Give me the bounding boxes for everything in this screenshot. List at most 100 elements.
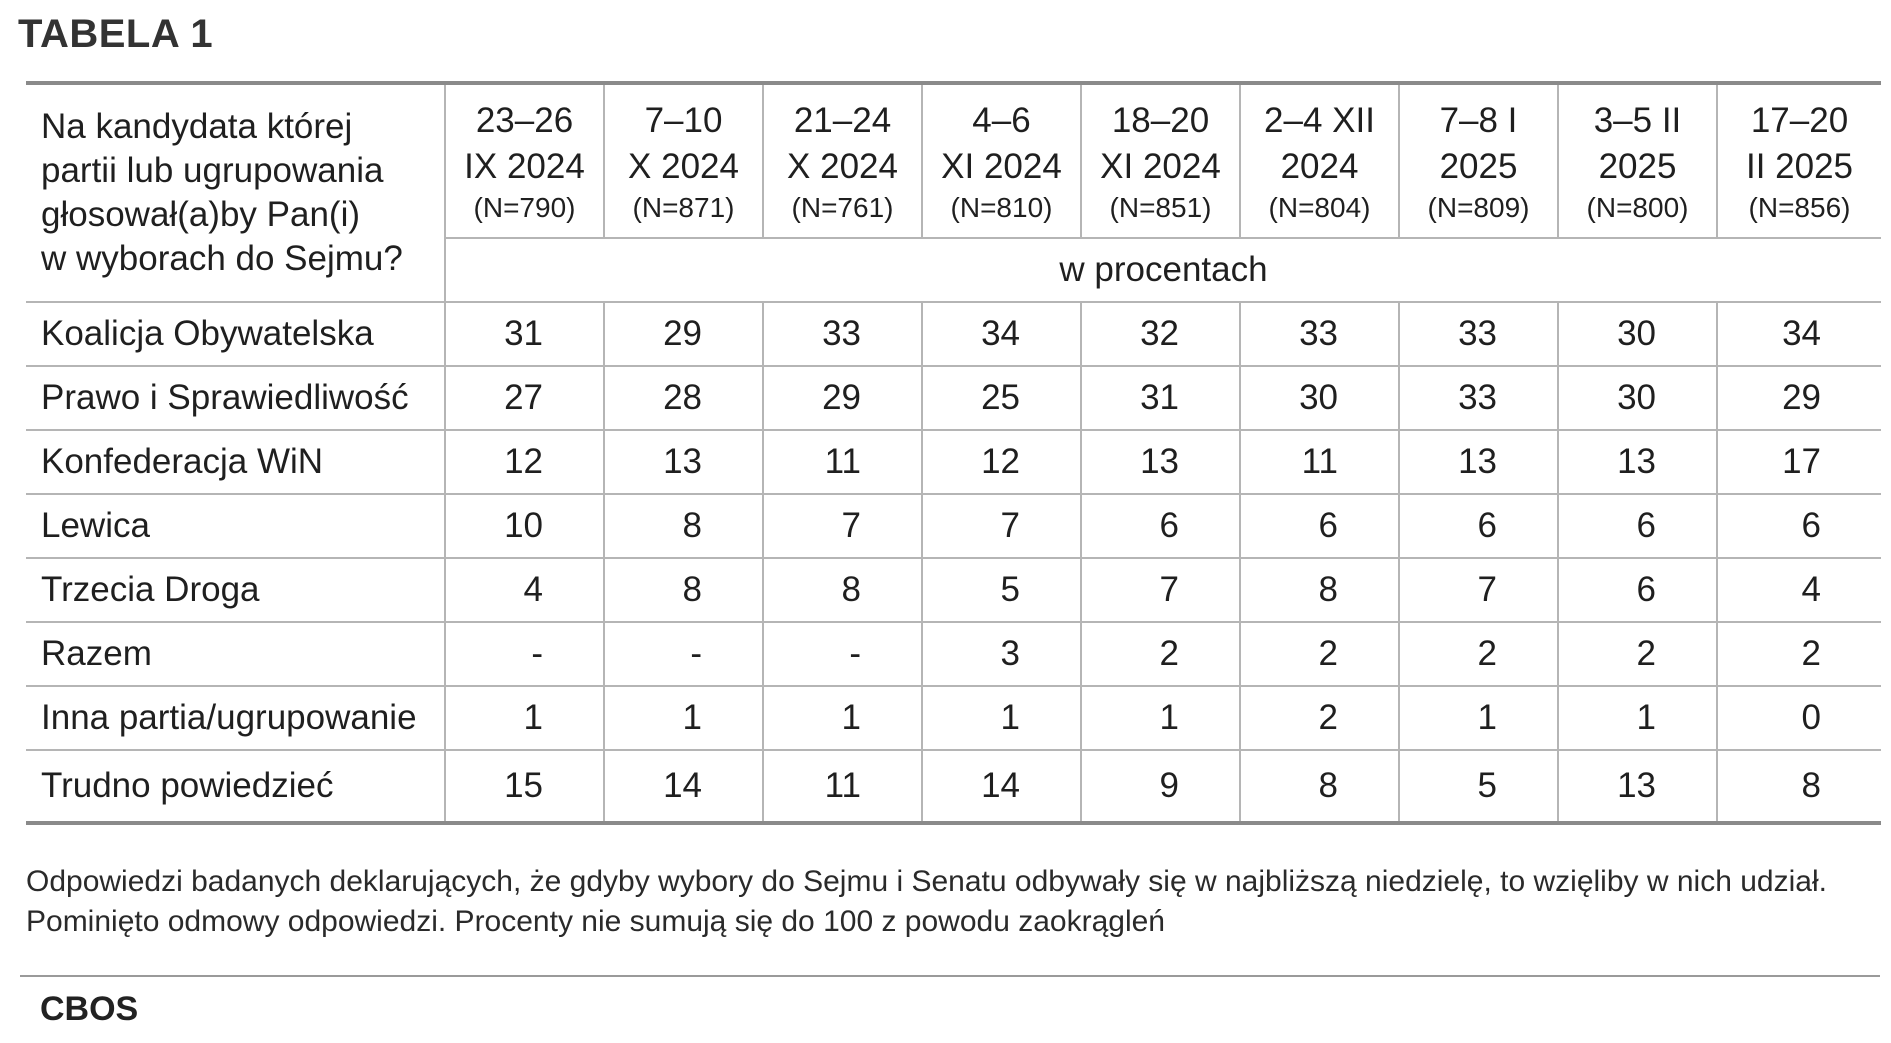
- percent-cell: 29: [762, 365, 923, 431]
- survey-date: 17–20: [1750, 100, 1849, 140]
- percent-cell: 1: [1557, 685, 1718, 751]
- party-name: Koalicja Obywatelska: [26, 301, 446, 367]
- percent-cell: -: [603, 621, 764, 687]
- party-name: Prawo i Sprawiedliwość: [26, 365, 446, 431]
- party-name: Konfederacja WiN: [26, 429, 446, 495]
- percent-cell: 1: [1080, 685, 1241, 751]
- sample-size: (N=810): [950, 191, 1053, 223]
- percent-cell: 1: [444, 685, 605, 751]
- question-line: partii lub ugrupowania: [41, 151, 384, 190]
- percent-cell: 17: [1716, 429, 1881, 495]
- percent-cell: 31: [444, 301, 605, 367]
- table-row: Trzecia Droga 4 8 8 5 7 8 7 6 4: [26, 557, 1881, 623]
- percent-cell: 13: [1557, 429, 1718, 495]
- table-row: Inna partia/ugrupowanie 1 1 1 1 1 2 1 1 0: [26, 685, 1881, 751]
- sample-size: (N=871): [632, 191, 735, 223]
- percent-cell: 2: [1398, 621, 1559, 687]
- percent-cell: 2: [1239, 621, 1400, 687]
- survey-date: 2025: [1598, 146, 1677, 186]
- column-header: 21–24 X 2024 (N=761): [762, 81, 923, 239]
- percent-cell: 2: [1716, 621, 1881, 687]
- percent-cell: 7: [1398, 557, 1559, 623]
- percent-cell: 13: [1557, 749, 1718, 825]
- percent-cell: 25: [921, 365, 1082, 431]
- table-row: Trudno powiedzieć 15 14 11 14 9 8 5 13 8: [26, 749, 1881, 825]
- survey-date: IX 2024: [464, 146, 585, 186]
- unit-label: w procentach: [445, 237, 1881, 303]
- percent-cell: 5: [921, 557, 1082, 623]
- sample-size: (N=761): [791, 191, 894, 223]
- percent-cell: 30: [1557, 365, 1718, 431]
- percent-cell: 2: [1080, 621, 1241, 687]
- survey-date: X 2024: [787, 146, 898, 186]
- column-header: 7–10 X 2024 (N=871): [603, 81, 764, 239]
- column-header: 7–8 I 2025 (N=809): [1398, 81, 1559, 239]
- survey-date: 4–6: [972, 100, 1031, 140]
- sample-size: (N=800): [1586, 191, 1689, 223]
- percent-cell: 5: [1398, 749, 1559, 825]
- percent-cell: -: [762, 621, 923, 687]
- question-header: Na kandydata której partii lub ugrupowan…: [26, 81, 446, 303]
- percent-cell: 15: [444, 749, 605, 825]
- percent-cell: 1: [762, 685, 923, 751]
- percent-cell: 32: [1080, 301, 1241, 367]
- percent-cell: 30: [1557, 301, 1718, 367]
- percent-cell: 8: [1239, 557, 1400, 623]
- party-name: Trzecia Droga: [26, 557, 446, 623]
- percent-cell: 34: [921, 301, 1082, 367]
- percent-cell: 8: [603, 557, 764, 623]
- source-label: CBOS: [40, 990, 139, 1028]
- survey-date: 23–26: [475, 100, 574, 140]
- percent-cell: 1: [603, 685, 764, 751]
- survey-date: X 2024: [628, 146, 739, 186]
- column-header: 23–26 IX 2024 (N=790): [444, 81, 605, 239]
- percent-cell: 6: [1398, 493, 1559, 559]
- percent-cell: 33: [762, 301, 923, 367]
- percent-cell: 12: [921, 429, 1082, 495]
- survey-date: 7–10: [644, 100, 723, 140]
- table-row: Razem - - -3 2 2 2 2 2: [26, 621, 1881, 687]
- percent-cell: 4: [1716, 557, 1881, 623]
- survey-date: XI 2024: [1100, 146, 1221, 186]
- percent-cell: 30: [1239, 365, 1400, 431]
- percent-cell: 6: [1080, 493, 1241, 559]
- table-row: Prawo i Sprawiedliwość 27 28 29 25 31 30 33 30 29: [26, 365, 1881, 431]
- percent-cell: 6: [1239, 493, 1400, 559]
- percent-cell: 29: [603, 301, 764, 367]
- percent-cell: 8: [603, 493, 764, 559]
- percent-cell: 34: [1716, 301, 1881, 367]
- survey-date: 2–4 XII: [1264, 100, 1375, 140]
- header-row: Na kandydata której partii lub ugrupowan…: [26, 81, 1881, 303]
- survey-date: 3–5 II: [1593, 100, 1682, 140]
- percent-cell: 11: [762, 749, 923, 825]
- question-line: w wyborach do Sejmu?: [41, 239, 403, 278]
- percent-cell: 11: [1239, 429, 1400, 495]
- percent-cell: 2: [1557, 621, 1718, 687]
- percent-cell: 31: [1080, 365, 1241, 431]
- percent-cell: 7: [1080, 557, 1241, 623]
- percent-cell: 7: [921, 493, 1082, 559]
- percent-cell: 13: [603, 429, 764, 495]
- percent-cell: 8: [762, 557, 923, 623]
- poll-table: Na kandydata której partii lub ugrupowan…: [26, 81, 1881, 825]
- percent-cell: 14: [921, 749, 1082, 825]
- percent-cell: 29: [1716, 365, 1881, 431]
- question-line: Na kandydata której: [41, 107, 353, 146]
- table-row: Lewica 10 8 7 7 6 6 6 6 6: [26, 493, 1881, 559]
- percent-cell: 27: [444, 365, 605, 431]
- percent-cell: 28: [603, 365, 764, 431]
- percent-cell: 33: [1398, 365, 1559, 431]
- percent-cell: 8: [1239, 749, 1400, 825]
- percent-cell: 6: [1716, 493, 1881, 559]
- percent-cell: 9: [1080, 749, 1241, 825]
- percent-cell: 6: [1557, 557, 1718, 623]
- percent-cell: 14: [603, 749, 764, 825]
- survey-date: XI 2024: [941, 146, 1062, 186]
- column-header: 4–6 XI 2024 (N=810): [921, 81, 1082, 239]
- percent-cell: 2: [1239, 685, 1400, 751]
- sample-size: (N=856): [1748, 191, 1851, 223]
- question-line: głosował(a)by Pan(i): [41, 195, 361, 234]
- percent-cell: -: [444, 621, 605, 687]
- percent-cell: 13: [1398, 429, 1559, 495]
- sample-size: (N=790): [473, 191, 576, 223]
